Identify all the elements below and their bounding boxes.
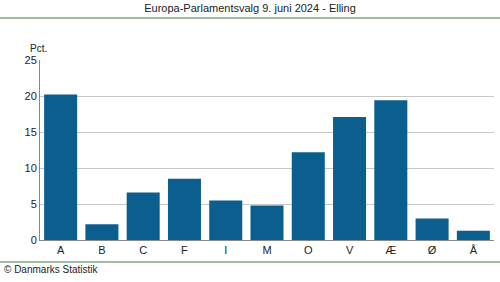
svg-text:5: 5 bbox=[31, 198, 37, 210]
svg-text:C: C bbox=[139, 244, 147, 256]
svg-text:V: V bbox=[346, 244, 354, 256]
svg-text:15: 15 bbox=[25, 126, 37, 138]
svg-text:F: F bbox=[181, 244, 188, 256]
svg-text:B: B bbox=[98, 244, 105, 256]
svg-text:Æ: Æ bbox=[385, 244, 396, 256]
svg-text:Pct.: Pct. bbox=[30, 43, 47, 54]
svg-text:M: M bbox=[262, 244, 271, 256]
svg-text:O: O bbox=[304, 244, 313, 256]
svg-text:A: A bbox=[57, 244, 65, 256]
svg-text:© Danmarks Statistik: © Danmarks Statistik bbox=[4, 264, 99, 275]
svg-text:10: 10 bbox=[25, 162, 37, 174]
svg-text:Å: Å bbox=[470, 244, 478, 256]
svg-text:25: 25 bbox=[25, 54, 37, 66]
svg-text:Europa-Parlamentsvalg 9. juni: Europa-Parlamentsvalg 9. juni 2024 - Ell… bbox=[144, 2, 356, 14]
svg-text:Ø: Ø bbox=[428, 244, 437, 256]
svg-text:I: I bbox=[224, 244, 227, 256]
svg-text:20: 20 bbox=[25, 90, 37, 102]
svg-text:0: 0 bbox=[31, 234, 37, 246]
